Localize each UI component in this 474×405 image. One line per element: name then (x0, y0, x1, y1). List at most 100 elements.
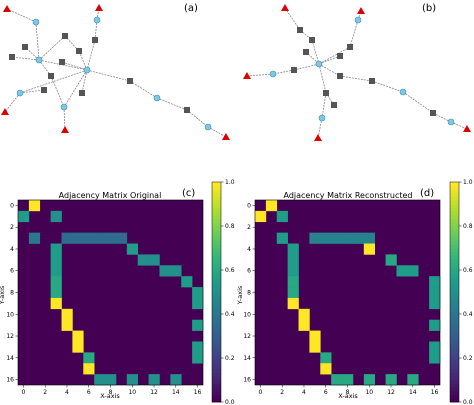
colorbar-segment (212, 189, 221, 194)
terminal-node (95, 4, 103, 11)
matrix-cell (83, 363, 95, 375)
junction-node (79, 90, 85, 96)
hub-node (32, 18, 40, 26)
colorbar-segment (450, 310, 459, 315)
matrix-cell (429, 287, 441, 299)
graph-edge (371, 80, 404, 93)
colorbar-segment (450, 383, 459, 388)
colorbar-segment (212, 229, 221, 234)
x-tick-label: 2 (280, 389, 284, 396)
colorbar-segment (450, 207, 459, 212)
x-tick-label: 0 (22, 389, 26, 396)
colorbar-segment (450, 336, 459, 341)
colorbar-segment (450, 398, 459, 403)
matrix-cell (159, 265, 171, 277)
colorbar-segment (212, 255, 221, 260)
colorbar-segment (212, 306, 221, 311)
graph-edge (318, 46, 351, 65)
matrix-cell (192, 319, 204, 331)
colorbar-segment (450, 240, 459, 245)
matrix-cell (192, 287, 204, 299)
colorbar-segment (212, 336, 221, 341)
colorbar-segment (212, 321, 221, 326)
colorbar-segment (212, 218, 221, 223)
colorbar-segment (450, 369, 459, 374)
junction-node (9, 54, 15, 60)
matrix-cell (126, 243, 139, 255)
colorbar-segment (212, 281, 221, 286)
colorbar-segment (450, 295, 459, 300)
colorbar-segment (450, 244, 459, 249)
colorbar-segment (212, 284, 221, 289)
hub-node (93, 16, 101, 24)
y-tick-label: 10 (243, 311, 251, 318)
matrix-cell (363, 243, 376, 255)
junction-node (430, 110, 436, 116)
matrix-cell (276, 210, 288, 223)
y-tick-label: 8 (247, 290, 251, 297)
junction-node (297, 27, 303, 33)
y-tick-label: 12 (6, 333, 14, 340)
colorbar-segment (212, 185, 221, 190)
colorbar-segment (450, 204, 459, 209)
colorbar-segment (212, 314, 221, 319)
colorbar-segment (212, 339, 221, 344)
graph-edge (321, 92, 327, 119)
matrix-cell (50, 265, 62, 277)
x-axis-label-d: X-axis (338, 392, 358, 400)
terminal-node (314, 134, 322, 141)
graph-edge (35, 21, 40, 61)
graph-edge (186, 109, 209, 128)
x-tick-label: 8 (109, 389, 113, 396)
colorbar-segment (212, 196, 221, 201)
matrix-cell (298, 308, 310, 321)
y-tick-label: 2 (247, 224, 251, 231)
graph-edge (86, 69, 131, 82)
graph-edge (6, 8, 37, 23)
colorbar-segment (450, 391, 459, 396)
colorbar-segment (212, 332, 221, 337)
matrix-cell (309, 341, 321, 353)
colorbar-segment (450, 350, 459, 355)
heatmap-original: 0 2 4 6 8 10 12 14 16 0 2 4 6 8 10 12 14 16 (6, 199, 204, 396)
y-tick-label: 0 (10, 202, 14, 209)
colorbar-frame (211, 181, 222, 403)
junction-node (62, 33, 68, 39)
x-tick-label: 10 (365, 389, 373, 396)
x-tick-label: 14 (409, 389, 417, 396)
colorbar-segment (450, 372, 459, 377)
graph-edge (11, 56, 40, 61)
hub-node (204, 123, 212, 131)
colorbar-segment (212, 240, 221, 245)
colorbar-tick-label: 0.0 (225, 399, 235, 405)
colorbar-segment (450, 354, 459, 359)
junction-node (369, 78, 375, 84)
graph-edge (50, 75, 65, 108)
graph-edge (272, 69, 295, 75)
colorbar-segment (450, 255, 459, 260)
colorbar-segment (212, 299, 221, 304)
matrix-cell (331, 374, 343, 386)
colorbar-segment (450, 358, 459, 363)
colorbar-segment (450, 380, 459, 385)
matrix-cell (83, 352, 95, 364)
colorbar-segment (212, 365, 221, 370)
matrix-cell (320, 363, 332, 375)
matrix-cell (342, 374, 354, 386)
colorbar-segment (212, 222, 221, 227)
colorbar-segment (450, 218, 459, 223)
colorbar-segment (212, 277, 221, 282)
colorbar-segment (212, 226, 221, 231)
x-tick-label: 4 (65, 389, 69, 396)
colorbar-tick-label: 0.8 (463, 223, 473, 230)
hub-node (399, 88, 407, 96)
colorbar-segment (212, 259, 221, 264)
matrix-cell (28, 200, 41, 212)
graph-edge (284, 7, 301, 31)
matrix-cell (181, 276, 193, 288)
colorbar-segment (450, 306, 459, 311)
junction-node (59, 59, 65, 65)
hub-node (354, 16, 362, 24)
hub-node (60, 103, 68, 111)
